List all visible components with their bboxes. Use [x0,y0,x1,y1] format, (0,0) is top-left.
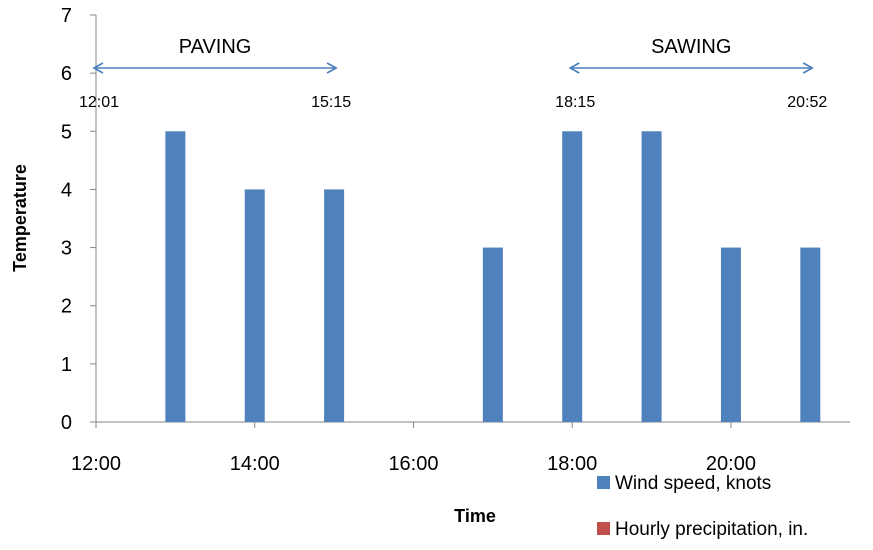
y-tick-label: 1 [61,354,72,376]
bar [245,189,265,422]
legend-swatch [597,522,610,535]
bar [165,131,185,422]
y-tick-label: 3 [61,238,72,260]
range-start-time: 12:01 [79,94,119,111]
bar [642,131,662,422]
bars [165,131,820,422]
legend: Wind speed, knots Hourly precipitation, i… [597,473,808,540]
y-tick-label: 0 [61,412,72,434]
range-label: PAVING [179,36,252,58]
y-tick-label: 2 [61,296,72,318]
y-tick-label: 6 [61,63,72,85]
x-tick-label: 16:00 [388,453,438,475]
bar [562,131,582,422]
x-tick-label: 14:00 [230,453,280,475]
x-tick-label: 12:00 [71,453,121,475]
bar [324,189,344,422]
y-tick-label: 4 [61,179,72,201]
legend-label: Wind speed, knots [615,473,771,494]
x-tick-label: 20:00 [706,453,756,475]
bar [721,248,741,422]
legend-label: Hourly precipitation, in. [615,519,808,540]
range-label: SAWING [651,36,731,58]
y-tick-labels: 0 1 2 3 4 5 6 7 [61,5,72,434]
range-end-time: 20:52 [787,94,827,111]
x-axis-label: Time [454,506,496,526]
x-tick-label: 18:00 [547,453,597,475]
range-start-time: 18:15 [555,94,595,111]
range-end-time: 15:15 [311,94,351,111]
y-tick-label: 7 [61,5,72,27]
y-axis-label: Temperature [10,164,30,272]
bar [483,248,503,422]
y-tick-label: 5 [61,121,72,143]
annotations: PAVING 12:01 15:15 SAWING 18:15 20:52 [79,36,827,111]
x-tick-labels: 12:00 14:00 16:00 18:00 20:00 [71,453,756,475]
bar [800,248,820,422]
legend-swatch [597,476,610,489]
